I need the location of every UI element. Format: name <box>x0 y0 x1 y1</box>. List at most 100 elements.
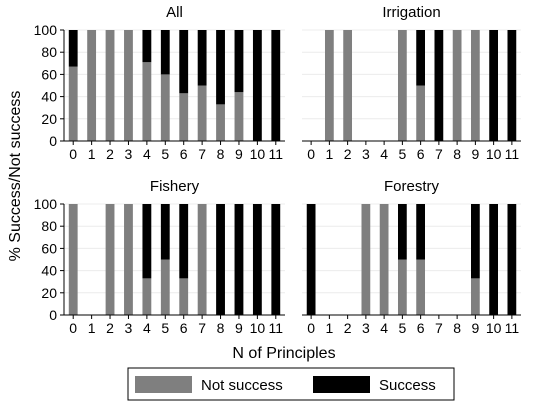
bar-success <box>160 204 170 260</box>
x-tick-label: 10 <box>250 146 266 162</box>
bar-not-success <box>216 104 225 141</box>
bar-success <box>507 204 517 315</box>
bar-not-success <box>142 62 152 141</box>
legend: Not success Success <box>127 367 455 401</box>
bar-not-success <box>105 30 115 141</box>
bar-not-success <box>397 259 407 315</box>
y-tick-label: 100 <box>34 22 58 38</box>
y-tick-label: 80 <box>41 44 57 60</box>
bar-success <box>234 30 244 93</box>
x-tick-label: 6 <box>417 320 425 336</box>
bar-success <box>470 204 480 279</box>
bar-not-success <box>160 74 170 141</box>
panel-irrigation: Irrigation 0 1 2 3 4 5 6 7 8 9 10 11 <box>302 4 521 162</box>
x-tick-label: 6 <box>417 146 425 162</box>
bar-not-success <box>179 93 189 141</box>
x-tick-label: 5 <box>398 146 406 162</box>
bar-not-success <box>124 30 133 141</box>
bar-not-success <box>470 278 480 315</box>
x-tick-label: 1 <box>88 146 96 162</box>
y-tick-label: 60 <box>41 66 57 82</box>
x-tick-label: 4 <box>143 146 151 162</box>
bar-not-success <box>324 30 334 141</box>
legend-swatch-success <box>313 376 370 393</box>
x-tick-label: 2 <box>106 320 114 336</box>
x-tick-label: 0 <box>69 146 77 162</box>
x-tick-label: 0 <box>307 146 315 162</box>
bar-success <box>434 30 444 141</box>
x-tick-label: 2 <box>344 146 352 162</box>
bar-success <box>68 30 78 67</box>
bar-not-success <box>343 30 353 141</box>
panel-title: Irrigation <box>382 4 440 21</box>
legend-swatch-not-success <box>135 376 192 393</box>
y-tick-label: 0 <box>49 307 57 323</box>
bar-not-success <box>470 30 480 141</box>
bar-success <box>179 204 189 279</box>
bar-success <box>271 30 281 141</box>
bar-success <box>507 30 517 141</box>
bar-success <box>489 204 499 315</box>
x-tick-label: 5 <box>398 320 406 336</box>
bar-success <box>489 30 499 141</box>
bar-not-success <box>234 92 244 141</box>
legend-label-success: Success <box>379 377 436 394</box>
x-tick-label: 10 <box>486 320 502 336</box>
x-tick-label: 7 <box>435 320 443 336</box>
x-tick-label: 11 <box>505 320 520 336</box>
x-tick-label: 9 <box>471 146 479 162</box>
y-tick-label: 20 <box>41 111 57 127</box>
x-tick-label: 3 <box>125 146 133 162</box>
x-tick-label: 8 <box>453 320 461 336</box>
y-tick-label: 60 <box>41 240 57 256</box>
bar-not-success <box>179 278 189 315</box>
bar-success <box>252 204 262 315</box>
x-tick-label: 3 <box>362 320 370 336</box>
x-tick-label: 4 <box>380 320 388 336</box>
bar-success <box>179 30 189 94</box>
y-tick-label: 100 <box>34 196 58 212</box>
panel-title: Fishery <box>150 178 200 195</box>
bar-success <box>216 30 225 105</box>
x-axis-label: N of Principles <box>232 345 335 362</box>
x-tick-label: 2 <box>106 146 114 162</box>
bar-not-success <box>379 204 389 315</box>
bar-not-success <box>142 278 152 315</box>
x-tick-label: 3 <box>125 320 133 336</box>
bar-not-success <box>68 204 78 315</box>
x-tick-label: 1 <box>325 320 333 336</box>
bar-success <box>216 204 225 315</box>
bar-not-success <box>68 66 78 141</box>
bar-success <box>197 30 207 86</box>
y-tick-label: 80 <box>41 218 57 234</box>
x-tick-label: 7 <box>435 146 443 162</box>
x-tick-label: 6 <box>180 320 188 336</box>
bar-not-success <box>416 85 426 141</box>
bar-success <box>271 204 281 315</box>
bar-success <box>416 204 426 260</box>
x-tick-label: 7 <box>198 146 206 162</box>
bar-success <box>142 30 152 63</box>
bar-success <box>306 204 316 315</box>
bar-not-success <box>160 259 170 315</box>
x-tick-label: 1 <box>325 146 333 162</box>
x-tick-label: 9 <box>235 146 243 162</box>
bar-success <box>416 30 426 86</box>
y-tick-label: 20 <box>41 285 57 301</box>
x-tick-label: 0 <box>307 320 315 336</box>
x-tick-label: 4 <box>143 320 151 336</box>
x-tick-label: 10 <box>250 320 266 336</box>
x-tick-label: 1 <box>88 320 96 336</box>
panel-title: Forestry <box>384 178 440 195</box>
x-tick-label: 6 <box>180 146 188 162</box>
y-tick-label: 0 <box>49 133 57 149</box>
x-tick-label: 11 <box>505 146 520 162</box>
bar-not-success <box>397 30 407 141</box>
bar-not-success <box>197 85 207 141</box>
y-tick-label: 40 <box>41 89 57 105</box>
y-tick-label: 40 <box>41 263 57 279</box>
